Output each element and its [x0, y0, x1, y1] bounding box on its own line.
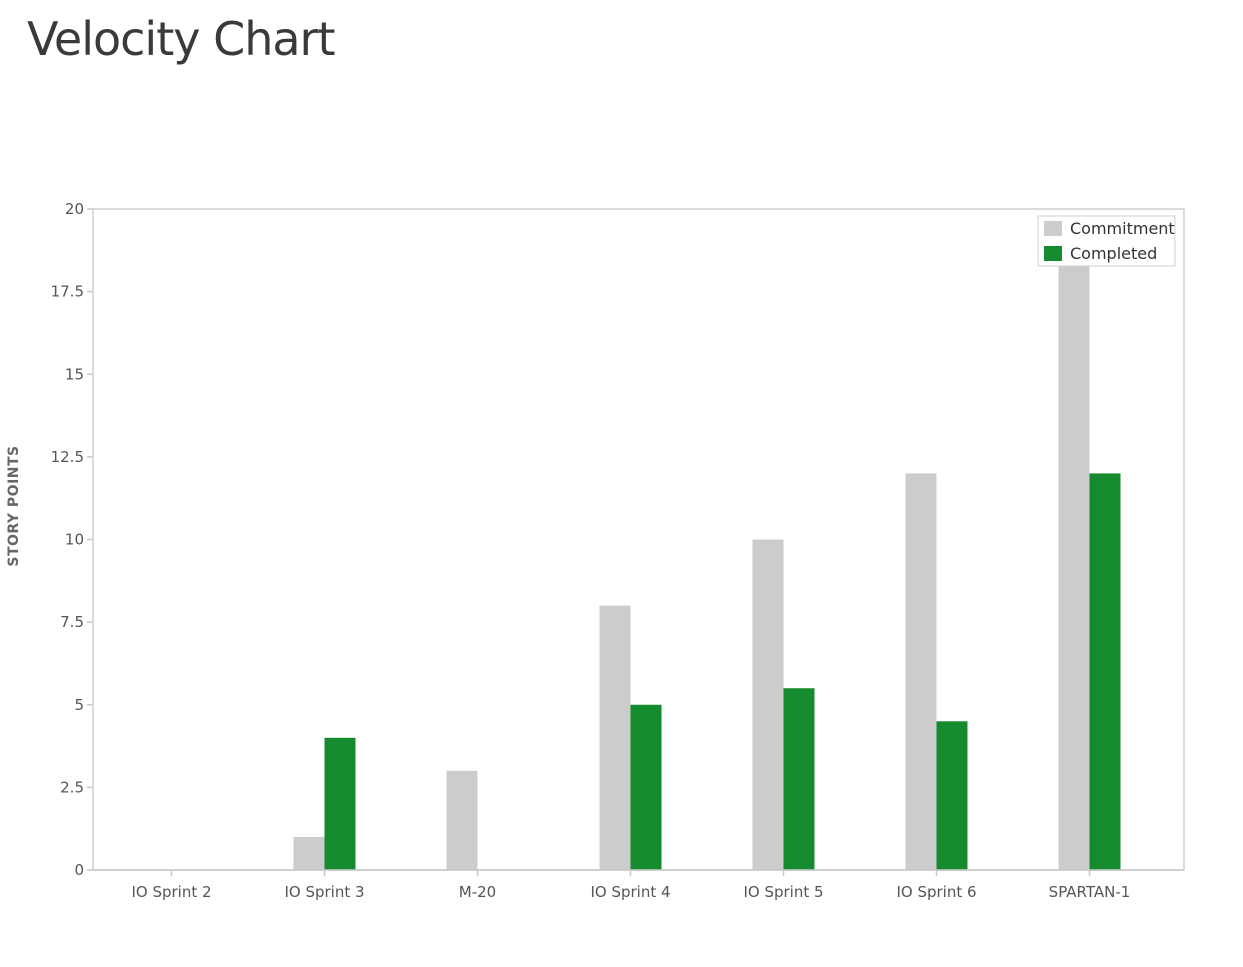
y-tick-label: 15	[65, 365, 84, 383]
y-tick-label: 0	[74, 861, 84, 879]
y-tick-label: 7.5	[60, 613, 84, 631]
x-tick-label: IO Sprint 6	[896, 883, 976, 901]
bar-completed-6[interactable]	[1089, 473, 1121, 870]
bar-completed-1[interactable]	[324, 737, 356, 870]
x-axis-labels: IO Sprint 2 IO Sprint 3 M-20 IO Sprint 4 IO …	[131, 870, 1130, 901]
y-tick-label: 17.5	[51, 283, 84, 301]
y-axis-ticks: 0 2.5 5 7.5 10 12.5 15 17.5 20	[51, 200, 93, 879]
x-tick-label: IO Sprint 3	[284, 883, 364, 901]
y-axis-title: STORY POINTS	[6, 445, 22, 566]
bar-commitment-2[interactable]	[446, 770, 478, 870]
y-tick-label: 2.5	[60, 778, 84, 796]
y-tick-label: 5	[74, 696, 84, 714]
bar-commitment-4[interactable]	[752, 539, 784, 871]
bar-commitment-1[interactable]	[293, 836, 325, 870]
bar-commitment-3[interactable]	[599, 605, 631, 870]
bar-completed-5[interactable]	[936, 721, 968, 870]
x-tick-label: IO Sprint 4	[590, 883, 670, 901]
legend-swatch-commitment	[1044, 221, 1062, 236]
bar-completed-4[interactable]	[783, 688, 815, 870]
bars	[293, 258, 1121, 871]
x-tick-label: IO Sprint 5	[743, 883, 823, 901]
legend-label-completed: Completed	[1070, 244, 1157, 263]
bar-completed-3[interactable]	[630, 704, 662, 870]
legend-swatch-completed	[1044, 246, 1062, 261]
x-tick-label: M-20	[459, 883, 496, 901]
y-tick-label: 12.5	[51, 448, 84, 466]
bar-commitment-6[interactable]	[1058, 258, 1090, 870]
y-tick-label: 20	[65, 200, 84, 218]
legend-label-commitment: Commitment	[1070, 219, 1175, 238]
y-tick-label: 10	[65, 531, 84, 549]
legend: Commitment Completed	[1037, 215, 1176, 267]
x-tick-label: IO Sprint 2	[131, 883, 211, 901]
bar-commitment-5[interactable]	[905, 473, 937, 870]
page-title: Velocity Chart	[27, 12, 335, 66]
x-tick-label: SPARTAN-1	[1049, 883, 1131, 901]
